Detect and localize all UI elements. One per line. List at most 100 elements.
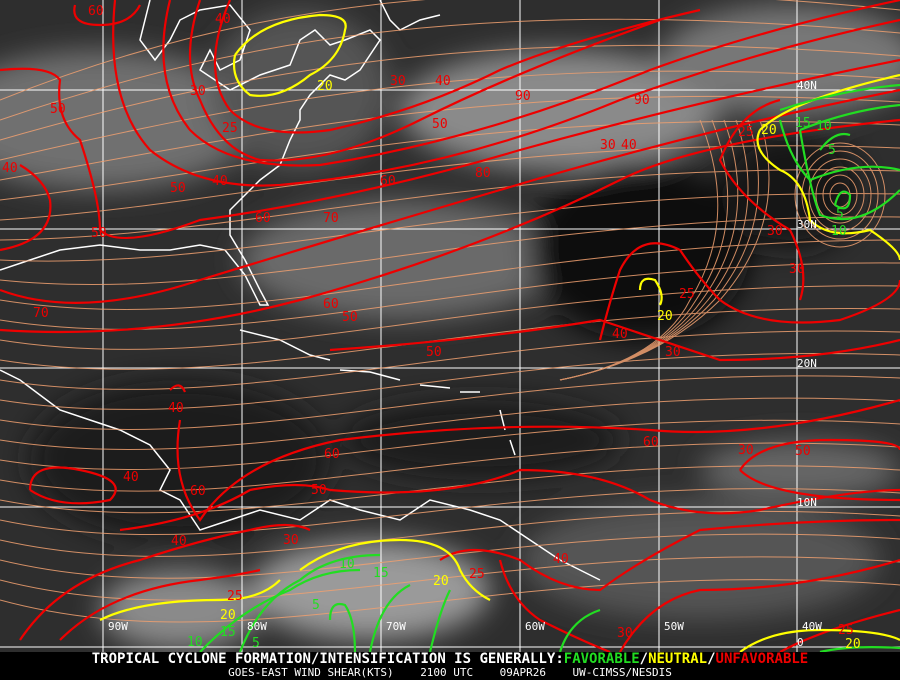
contour-label-unfavorable: 50	[91, 226, 107, 241]
streamline	[0, 352, 900, 410]
contour-label-favorable: 5	[836, 207, 844, 222]
contour-label-neutral: 20	[433, 574, 449, 589]
longitude-label: 70W	[386, 620, 406, 633]
streamline	[0, 285, 900, 350]
contour-label-neutral: 20	[761, 123, 777, 138]
streamline	[0, 488, 900, 536]
contour-label-unfavorable: 25	[738, 125, 754, 140]
streamline	[0, 70, 900, 161]
contour-label-favorable: 5	[828, 143, 836, 158]
streamline	[0, 579, 900, 623]
shear-contours	[0, 0, 900, 654]
contour-label-neutral: 20	[845, 637, 861, 652]
contour-label-unfavorable: 30	[283, 533, 299, 548]
contour-label-unfavorable: 60	[323, 297, 339, 312]
contour-label-unfavorable: 40	[435, 74, 451, 89]
streamline	[0, 419, 900, 471]
longitude-label: 60W	[525, 620, 545, 633]
contour-label-neutral: 20	[220, 608, 236, 623]
streamline	[0, 239, 900, 310]
source: UW-CIMSS/NESDIS	[572, 666, 672, 679]
grid-labels: 90W 80W 70W 60W 50W 40W 40N 30N 20N 10N 0	[108, 79, 822, 649]
contour-label-neutral: 20	[657, 309, 673, 324]
contour-label-unfavorable: 40	[212, 174, 228, 189]
neutral-label: NEUTRAL	[648, 651, 708, 667]
contour-label-unfavorable: 60	[190, 484, 206, 499]
contour-label-unfavorable: 90	[634, 93, 650, 108]
contour-label-unfavorable: 30	[789, 262, 805, 277]
favorable-label: FAVORABLE	[563, 651, 640, 667]
streamline	[0, 0, 900, 101]
contour-label-unfavorable: 30	[190, 84, 206, 99]
contour-label-favorable: 10	[339, 557, 355, 572]
contour-label-unfavorable: 40	[2, 161, 18, 176]
streamline-vortex	[822, 174, 858, 216]
streamline	[0, 44, 900, 141]
contour-label-unfavorable: 50	[426, 345, 442, 360]
streamline	[0, 18, 900, 121]
streamline	[0, 216, 900, 286]
streamline	[0, 510, 900, 557]
contour-label-unfavorable: 30	[617, 626, 633, 641]
contour-label-favorable: 10	[187, 635, 203, 650]
contour-label-unfavorable: 50	[432, 117, 448, 132]
latitude-label: 30N	[797, 218, 817, 231]
contour-label-unfavorable: 40	[553, 552, 569, 567]
longitude-label: 50W	[664, 620, 684, 633]
contour-label-unfavorable: 25	[222, 121, 238, 136]
longitude-label: 90W	[108, 620, 128, 633]
streamline	[0, 442, 900, 492]
contour-label-unfavorable: 40	[215, 12, 231, 27]
contour-label-unfavorable: 60	[380, 174, 396, 189]
contour-label-unfavorable: 25	[469, 567, 485, 582]
contour-label-unfavorable: 90	[515, 89, 531, 104]
streamline	[0, 533, 900, 579]
contour-label-unfavorable: 30	[390, 74, 406, 89]
contour-label-unfavorable: 40	[123, 470, 139, 485]
latitude-label: 0	[797, 636, 804, 649]
contour-label-favorable: 5	[312, 598, 320, 613]
contour-label-unfavorable: 40	[621, 138, 637, 153]
contour-label-neutral: 20	[317, 79, 333, 94]
contour-label-unfavorable: 25	[679, 287, 695, 302]
headline: TROPICAL CYCLONE FORMATION/INTENSIFICATI…	[0, 652, 900, 667]
unfavorable-label: UNFAVORABLE	[715, 651, 809, 667]
streamline	[0, 556, 900, 601]
contour-label-unfavorable: 50	[342, 310, 358, 325]
valid-time: 2100 UTC	[420, 666, 474, 679]
lat-lon-grid	[0, 0, 900, 652]
contour-label-unfavorable: 40	[612, 327, 628, 342]
contour-label-favorable: 5	[252, 636, 260, 651]
streamline	[0, 330, 900, 390]
streamline-vortex	[794, 142, 886, 248]
streamline	[0, 262, 900, 330]
latitude-label: 20N	[797, 357, 817, 370]
contour-label-favorable: 10	[831, 224, 847, 239]
contour-label-unfavorable: 70	[33, 306, 49, 321]
contour-label-unfavorable: 30	[767, 224, 783, 239]
streamline	[0, 375, 900, 431]
contour-label-unfavorable: 60	[324, 447, 340, 462]
contour-label-unfavorable: 30	[600, 138, 616, 153]
longitude-label: 40W	[802, 620, 822, 633]
streamline-vortex	[801, 150, 879, 240]
contour-label-unfavorable: 30	[738, 443, 754, 458]
separator: /	[639, 651, 649, 667]
contour-label-unfavorable: 60	[88, 4, 104, 19]
headline-prefix: TROPICAL CYCLONE FORMATION/INTENSIFICATI…	[91, 651, 564, 667]
streamline-vortex	[815, 166, 865, 224]
latitude-label: 10N	[797, 496, 817, 509]
contour-label-unfavorable: 60	[255, 211, 271, 226]
contour-label-unfavorable: 25	[838, 623, 854, 638]
contour-label-unfavorable: 30	[665, 345, 681, 360]
footer-caption: TROPICAL CYCLONE FORMATION/INTENSIFICATI…	[0, 652, 900, 680]
contour-label-favorable: 15	[220, 625, 236, 640]
contour-label-favorable: 10	[816, 119, 832, 134]
separator: /	[707, 651, 716, 667]
streamline	[0, 120, 900, 201]
streamline	[0, 145, 900, 221]
contour-label-unfavorable: 60	[643, 435, 659, 450]
